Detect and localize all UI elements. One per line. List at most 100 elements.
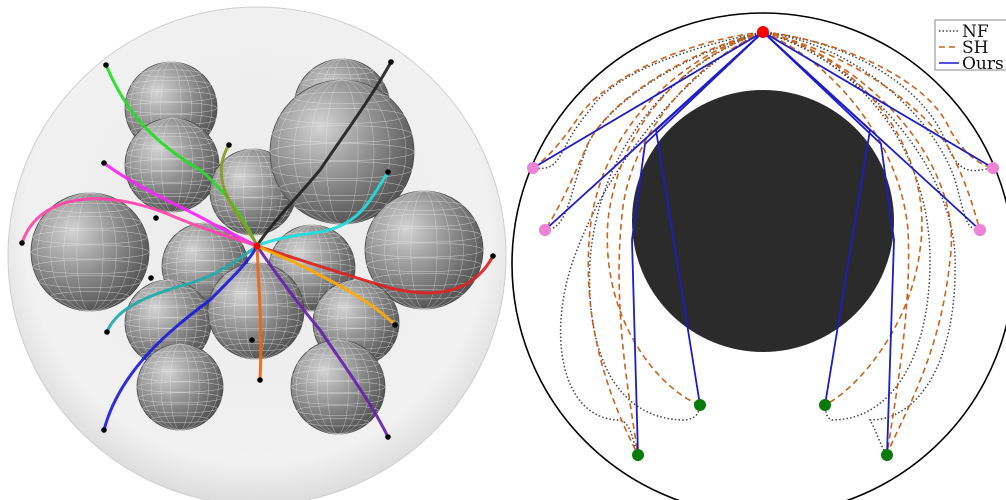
trajectory-2 <box>102 161 259 248</box>
mesh-latitude <box>38 216 142 229</box>
mesh-longitude <box>141 343 219 431</box>
mesh-latitude <box>224 270 288 280</box>
mesh-latitude <box>142 403 218 414</box>
mesh-latitude <box>50 291 130 302</box>
path-nf-4 <box>588 31 764 421</box>
goal-node-pink <box>974 224 986 236</box>
trajectory-endpoint <box>385 434 391 440</box>
obstacle-sphere <box>207 262 305 360</box>
path-ours-23 <box>631 31 764 456</box>
goal-node-pink <box>527 162 539 174</box>
trajectory-endpoint <box>249 337 255 343</box>
mesh-latitude <box>384 200 464 211</box>
legend-box <box>934 19 1006 71</box>
mesh-latitude <box>32 230 148 245</box>
mesh-latitude <box>30 244 150 260</box>
mesh-latitude <box>136 381 224 393</box>
sphere-body <box>124 117 220 213</box>
goal-node-green <box>632 449 644 461</box>
trajectory-endpoint <box>153 215 159 221</box>
mesh-latitude <box>126 147 218 159</box>
trajectory-6 <box>255 244 495 295</box>
mesh-latitude <box>372 214 476 227</box>
mesh-latitude <box>314 307 398 318</box>
trajectory-endpoint <box>226 142 232 148</box>
path-sh-17 <box>762 31 910 456</box>
mesh-latitude <box>306 418 370 427</box>
trajectory-endpoint <box>19 240 25 246</box>
path-sh-13 <box>587 31 764 456</box>
trajectory-3 <box>20 197 259 248</box>
mesh-latitude <box>279 180 405 196</box>
path-nf-2 <box>762 31 994 172</box>
mesh-latitude <box>130 296 206 307</box>
mesh-latitude <box>140 125 204 134</box>
sphere-body <box>136 343 224 431</box>
mesh-latitude <box>139 287 197 295</box>
mesh-latitude <box>290 381 386 393</box>
path-sh-11 <box>762 31 981 231</box>
mesh-latitude <box>215 208 291 219</box>
mesh-latitude <box>272 161 412 179</box>
trajectory-endpoint <box>392 322 398 328</box>
mesh-latitude <box>131 136 213 147</box>
trajectory-endpoint <box>101 160 107 166</box>
mesh-latitude <box>272 125 412 143</box>
legend-label-ours: Ours <box>962 54 1004 74</box>
mesh-latitude <box>130 79 212 91</box>
path-sh-10 <box>762 31 994 169</box>
mesh-latitude <box>224 220 282 228</box>
trajectory-endpoint <box>101 427 107 433</box>
mesh-latitude <box>138 371 222 382</box>
trajectory-4 <box>255 170 390 248</box>
path-nf-7 <box>762 31 956 456</box>
mesh-latitude <box>224 342 288 352</box>
mesh-latitude <box>126 328 210 339</box>
3d-sphere-scene <box>7 6 507 500</box>
mesh-latitude <box>364 242 484 258</box>
trajectory-endpoint <box>388 59 394 65</box>
legend-label-nf: NF <box>962 22 989 42</box>
goal-node-green <box>819 399 831 411</box>
start-node <box>757 26 769 38</box>
mesh-latitude <box>279 108 405 124</box>
path-ours-18 <box>532 31 764 169</box>
mesh-latitude <box>294 92 390 104</box>
mesh-latitude <box>32 259 148 274</box>
trajectory-11 <box>255 244 397 327</box>
goal-node-pink <box>987 162 999 174</box>
trajectory-endpoint <box>257 377 263 383</box>
path-sh-14 <box>762 31 923 406</box>
path-sh-12 <box>606 31 764 406</box>
mesh-latitude <box>310 66 374 76</box>
2d-path-comparison: NF SH Ours <box>511 12 1006 500</box>
trajectory-7 <box>105 244 259 334</box>
path-nf-1 <box>544 31 764 231</box>
mesh-latitude <box>209 317 303 329</box>
mesh-latitude <box>167 239 243 250</box>
goal-node-green <box>694 399 706 411</box>
mesh-latitude <box>151 415 209 423</box>
mesh-latitude <box>314 328 398 339</box>
trajectory-8 <box>102 244 259 432</box>
mesh-latitude <box>142 360 218 371</box>
goal-node-pink <box>539 224 551 236</box>
mesh-latitude <box>38 275 142 288</box>
obstacle-sphere <box>30 192 150 312</box>
trajectory-endpoint <box>385 169 391 175</box>
obstacle-sphere <box>364 190 484 310</box>
obstacle-sphere <box>124 117 220 213</box>
path-sh-16 <box>618 31 764 456</box>
mesh-latitude <box>214 329 298 341</box>
path-nf-3 <box>762 31 981 231</box>
trajectory-9 <box>255 244 390 439</box>
mesh-latitude <box>124 102 218 114</box>
circular-obstacle <box>632 90 894 352</box>
mesh-longitude <box>129 117 215 213</box>
trajectory-endpoint <box>148 275 154 281</box>
mesh-latitude <box>138 392 222 403</box>
path-nf-0 <box>532 31 764 170</box>
path-nf-5 <box>559 31 764 456</box>
path-ours-20 <box>762 31 994 169</box>
mesh-longitude <box>213 262 299 360</box>
